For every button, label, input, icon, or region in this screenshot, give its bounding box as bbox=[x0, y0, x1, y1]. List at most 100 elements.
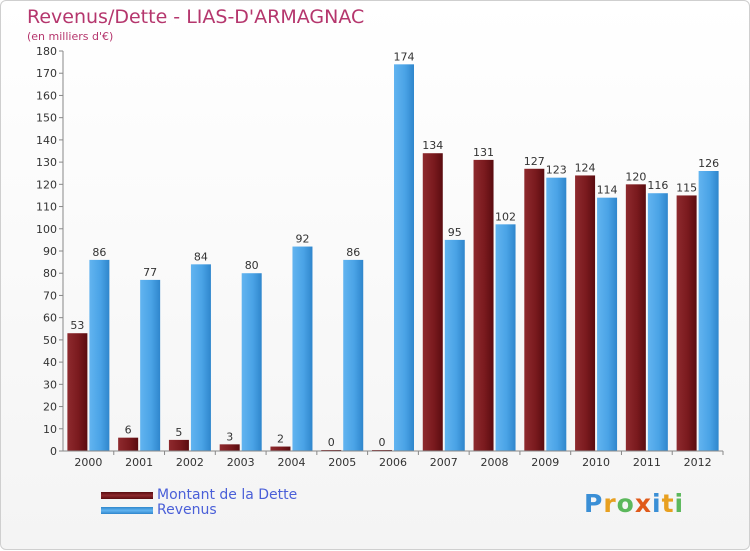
data-label-dette: 2 bbox=[277, 433, 284, 446]
chart-subtitle: (en milliers d'€) bbox=[27, 30, 114, 43]
bar-dette bbox=[473, 159, 494, 451]
logo-letter: i bbox=[674, 489, 685, 518]
bar-dette bbox=[575, 175, 596, 451]
data-label-revenus: 80 bbox=[245, 259, 259, 272]
bar-dette bbox=[118, 437, 139, 451]
data-label-dette: 3 bbox=[226, 430, 233, 443]
y-tick-label: 70 bbox=[43, 289, 57, 302]
y-tick-label: 50 bbox=[43, 334, 57, 347]
data-label-revenus: 86 bbox=[346, 246, 360, 259]
data-label-dette: 115 bbox=[676, 181, 697, 194]
bar-revenus bbox=[343, 259, 364, 451]
y-tick-label: 110 bbox=[36, 201, 57, 214]
bar-dette bbox=[270, 446, 291, 451]
logo-letter: r bbox=[603, 489, 617, 518]
proxiti-logo: Proxiti bbox=[584, 489, 684, 518]
data-label-dette: 120 bbox=[625, 170, 646, 183]
bar-revenus bbox=[597, 197, 618, 451]
data-label-dette: 127 bbox=[524, 155, 545, 168]
data-label-revenus: 84 bbox=[194, 250, 208, 263]
data-label-revenus: 126 bbox=[698, 157, 719, 170]
x-tick-label: 2005 bbox=[328, 456, 356, 469]
data-label-revenus: 95 bbox=[448, 226, 462, 239]
legend-swatch-dette bbox=[101, 492, 153, 499]
y-tick-label: 80 bbox=[43, 267, 57, 280]
y-tick-label: 170 bbox=[36, 67, 57, 80]
logo-letter: P bbox=[584, 489, 604, 518]
bar-dette bbox=[524, 168, 545, 451]
y-axis: 0 10 20 30 40 50 60 70 80 90 100 110 120 130 140 150 160… bbox=[36, 45, 64, 458]
data-label-revenus: 116 bbox=[647, 179, 668, 192]
y-tick-label: 30 bbox=[43, 378, 57, 391]
y-tick-label: 100 bbox=[36, 223, 57, 236]
x-tick-label: 2003 bbox=[227, 456, 255, 469]
data-label-dette: 5 bbox=[175, 426, 182, 439]
data-label-revenus: 114 bbox=[597, 184, 618, 197]
bar-dette bbox=[422, 153, 443, 451]
x-tick-label: 2001 bbox=[125, 456, 153, 469]
y-tick-label: 130 bbox=[36, 156, 57, 169]
bar-dette bbox=[676, 195, 697, 451]
logo-letter: x bbox=[634, 489, 652, 518]
y-tick-label: 90 bbox=[43, 245, 57, 258]
data-label-dette: 6 bbox=[125, 424, 132, 437]
data-label-revenus: 77 bbox=[143, 266, 157, 279]
bar-dette bbox=[168, 439, 189, 451]
data-label-revenus: 174 bbox=[394, 50, 415, 63]
data-label-dette: 0 bbox=[379, 436, 386, 449]
bar-dette bbox=[625, 184, 646, 452]
bar-revenus bbox=[546, 177, 567, 451]
y-tick-label: 0 bbox=[50, 445, 57, 458]
x-tick-label: 2004 bbox=[277, 456, 305, 469]
data-label-revenus: 92 bbox=[295, 233, 309, 246]
y-tick-label: 10 bbox=[43, 423, 57, 436]
x-tick-label: 2008 bbox=[481, 456, 509, 469]
data-label-revenus: 86 bbox=[92, 246, 106, 259]
y-tick-label: 160 bbox=[36, 89, 57, 102]
y-tick-label: 60 bbox=[43, 312, 57, 325]
x-tick-label: 2007 bbox=[430, 456, 458, 469]
data-label-revenus: 102 bbox=[495, 210, 516, 223]
legend-swatch-revenus bbox=[101, 507, 153, 514]
bar-revenus bbox=[394, 64, 414, 452]
bar-revenus bbox=[292, 246, 313, 451]
y-tick-label: 140 bbox=[36, 134, 57, 147]
logo-letter: t bbox=[661, 489, 675, 518]
data-label-dette: 53 bbox=[70, 319, 84, 332]
bar-revenus bbox=[241, 273, 262, 451]
logo-letter: i bbox=[652, 489, 662, 518]
bar-revenus bbox=[89, 259, 110, 451]
data-label-dette: 134 bbox=[422, 139, 443, 152]
x-tick-label: 2006 bbox=[379, 456, 407, 469]
data-label-revenus: 123 bbox=[546, 164, 567, 177]
y-tick-label: 180 bbox=[36, 45, 57, 58]
bar-dette bbox=[219, 444, 240, 451]
data-label-dette: 124 bbox=[575, 161, 596, 174]
y-tick-label: 150 bbox=[36, 112, 57, 125]
legend-label-revenus: Revenus bbox=[157, 502, 217, 518]
bar-revenus bbox=[647, 193, 668, 451]
x-tick-label: 2002 bbox=[176, 456, 204, 469]
y-tick-label: 20 bbox=[43, 401, 57, 414]
logo-letter: o bbox=[616, 489, 635, 518]
bars-group: 53 86 6 77 5 84 3 80 2 92 0 86 0 174 134 95 131 102 127123… bbox=[67, 50, 719, 452]
legend-label-dette: Montant de la Dette bbox=[157, 487, 298, 503]
y-tick-label: 40 bbox=[43, 356, 57, 369]
bar-revenus bbox=[495, 224, 516, 451]
x-axis: 2000 2001 2002 2003 2004 2005 2006 2007 2008 2009… bbox=[63, 450, 724, 469]
x-tick-label: 2011 bbox=[633, 456, 661, 469]
x-tick-label: 2010 bbox=[582, 456, 610, 469]
y-tick-label: 120 bbox=[36, 178, 57, 191]
x-tick-label: 2012 bbox=[684, 456, 712, 469]
bar-revenus bbox=[190, 264, 211, 451]
x-tick-label: 2009 bbox=[531, 456, 559, 469]
x-tick-label: 2000 bbox=[74, 456, 102, 469]
bar-revenus bbox=[140, 279, 161, 451]
chart-title: Revenus/Dette - LIAS-D'ARMAGNAC bbox=[27, 6, 365, 28]
data-label-dette: 0 bbox=[328, 436, 335, 449]
bar-revenus bbox=[444, 239, 465, 451]
bar-dette bbox=[67, 333, 88, 451]
data-label-dette: 131 bbox=[473, 146, 494, 159]
